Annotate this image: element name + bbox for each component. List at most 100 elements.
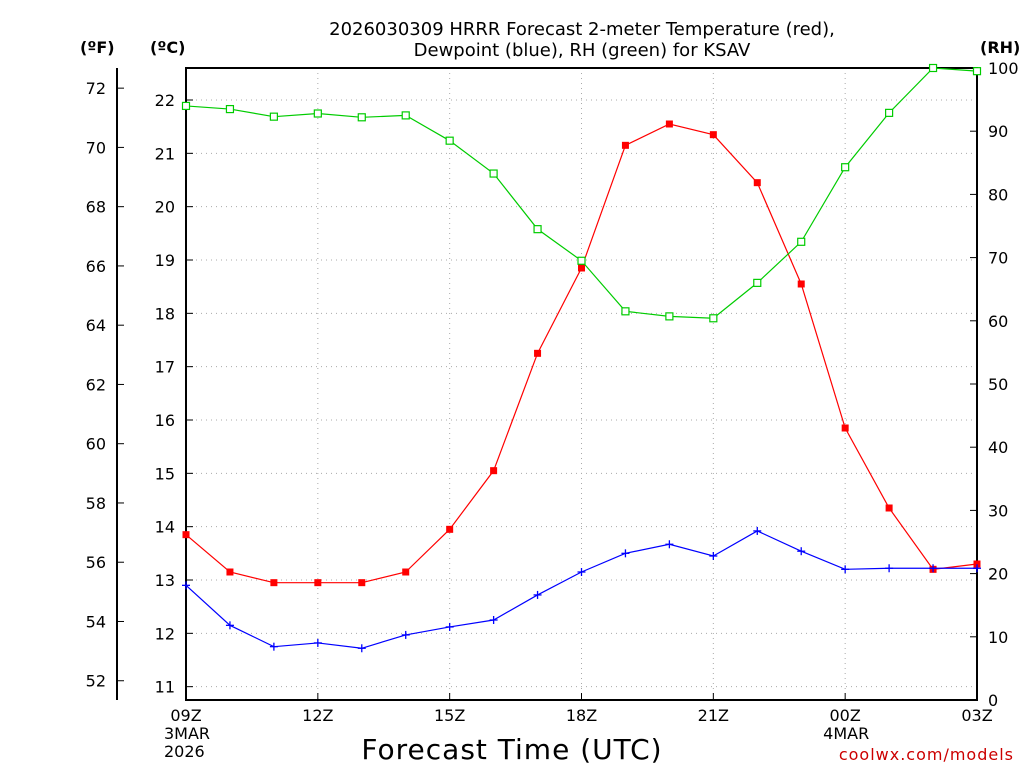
2-meter-temperature-point <box>885 504 893 512</box>
x-tick-label: 21Z <box>698 706 729 725</box>
rh-point <box>445 136 454 145</box>
date-label: 4MAR <box>823 724 869 743</box>
rh-point <box>665 312 674 321</box>
celsius-tick-label: 17 <box>155 358 175 377</box>
unit-label-celsius: (ºC) <box>150 38 185 57</box>
fahrenheit-tick-label: 70 <box>86 138 106 157</box>
rh-point <box>753 278 762 287</box>
x-tick-label: 03Z <box>961 706 992 725</box>
celsius-tick-label: 11 <box>155 678 175 697</box>
x-tick-label: 09Z <box>170 706 201 725</box>
dewpoint-point <box>973 564 981 573</box>
chart-title-line1: 2026030309 HRRR Forecast 2-meter Tempera… <box>329 19 835 40</box>
rh-tick-label: 10 <box>988 628 1008 647</box>
2-meter-temperature-point <box>270 579 278 587</box>
rh-tick-label: 100 <box>988 59 1019 78</box>
rh-point <box>181 101 191 111</box>
dewpoint-point <box>445 622 454 631</box>
dewpoint-point <box>401 630 410 639</box>
dewpoint-point <box>313 638 322 647</box>
celsius-tick-label: 19 <box>155 251 175 270</box>
dewpoint-point <box>929 564 938 573</box>
celsius-tick-label: 16 <box>155 411 175 430</box>
rh-tick-label: 90 <box>988 122 1008 141</box>
rh-tick-label: 50 <box>988 375 1008 394</box>
2-meter-temperature-point <box>446 525 454 533</box>
dewpoint-point <box>621 549 630 558</box>
dewpoint-point <box>665 540 674 549</box>
2-meter-temperature-point <box>797 280 805 288</box>
rh-tick-label: 70 <box>988 249 1008 268</box>
rh-tick-label: 80 <box>988 185 1008 204</box>
dewpoint-point <box>357 644 366 653</box>
dewpoint-point <box>225 621 234 630</box>
2-meter-temperature-point <box>973 560 981 568</box>
x-tick-label: 18Z <box>566 706 597 725</box>
rh-point <box>885 108 894 117</box>
rh-point <box>577 256 586 265</box>
series-layer <box>181 63 982 653</box>
2-meter-temperature-point <box>709 131 717 139</box>
rh-point <box>972 67 982 76</box>
tick-labels: 52 54 56 58 60 62 64 66 68 70 72 11 12 13 14 15 16 17 18 19… <box>86 59 1019 761</box>
dewpoint-point <box>753 526 762 535</box>
dewpoint-point <box>269 642 278 651</box>
2-meter-temperature-point <box>841 424 849 432</box>
rh-tick-label: 30 <box>988 501 1008 520</box>
fahrenheit-tick-label: 58 <box>86 494 106 513</box>
grid-lines <box>185 68 978 700</box>
rh-tick-label: 60 <box>988 312 1008 331</box>
rh-point <box>225 104 235 114</box>
dewpoint-point <box>533 590 542 599</box>
rh-tick-label: 40 <box>988 438 1008 457</box>
dewpoint-point <box>885 564 894 573</box>
unit-label-rh: (RH) <box>980 38 1020 57</box>
chart-title-line2: Dewpoint (blue), RH (green) for KSAV <box>414 40 751 61</box>
x-axis-label: Forecast Time (UTC) <box>361 733 662 766</box>
celsius-tick-label: 12 <box>155 624 175 643</box>
fahrenheit-tick-label: 66 <box>86 257 106 276</box>
2-meter-temperature-point <box>490 467 498 475</box>
celsius-tick-label: 13 <box>155 571 175 590</box>
rh-point <box>313 109 322 118</box>
rh-point <box>269 112 278 121</box>
2-meter-temperature-point <box>226 568 234 576</box>
dewpoint-point <box>489 616 498 624</box>
fahrenheit-tick-label: 60 <box>86 435 106 454</box>
fahrenheit-tick-label: 72 <box>86 79 106 98</box>
rh-point <box>489 169 498 178</box>
dewpoint-point <box>182 581 190 590</box>
dewpoint-point <box>841 565 850 574</box>
dewpoint-point <box>709 552 718 560</box>
dewpoint-point <box>797 547 806 556</box>
rh-point <box>533 225 542 234</box>
fahrenheit-tick-label: 54 <box>86 612 106 631</box>
fahrenheit-tick-label: 56 <box>86 553 106 572</box>
x-tick-label: 12Z <box>302 706 333 725</box>
2-meter-temperature-point <box>753 179 761 187</box>
2-meter-temperature-point <box>182 531 190 539</box>
2-meter-temperature-point <box>402 568 410 576</box>
dewpoint-point <box>577 568 586 576</box>
2-meter-temperature-point <box>314 579 322 587</box>
celsius-tick-label: 22 <box>155 91 175 110</box>
fahrenheit-tick-label: 68 <box>86 198 106 217</box>
2-meter-temperature-point <box>534 349 542 357</box>
fahrenheit-tick-label: 52 <box>86 672 106 691</box>
celsius-tick-label: 15 <box>155 464 175 483</box>
2-meter-temperature-point <box>578 264 585 272</box>
2-meter-temperature-point <box>621 141 629 149</box>
rh-point <box>797 237 806 246</box>
rh-tick-label: 20 <box>988 565 1008 584</box>
2-meter-temperature-point <box>665 120 673 128</box>
date-label: 3MAR <box>164 724 210 743</box>
credit-text: coolwx.com/models <box>839 745 1014 764</box>
unit-label-fahrenheit: (ºF) <box>80 38 115 57</box>
fahrenheit-tick-label: 62 <box>86 375 106 394</box>
rh-point <box>401 111 410 120</box>
x-tick-label: 15Z <box>434 706 465 725</box>
celsius-tick-label: 21 <box>155 144 175 163</box>
rh-point <box>841 163 850 172</box>
celsius-tick-label: 18 <box>155 304 175 323</box>
